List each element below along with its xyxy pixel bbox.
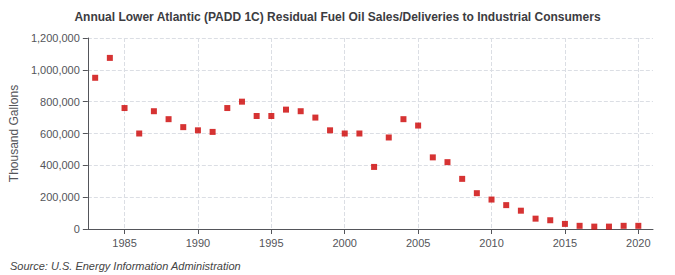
svg-text:1,000,000: 1,000,000 <box>31 64 80 76</box>
svg-text:2015: 2015 <box>553 237 577 249</box>
svg-text:1995: 1995 <box>259 237 283 249</box>
svg-text:2000: 2000 <box>332 237 356 249</box>
svg-text:0: 0 <box>74 223 80 235</box>
svg-text:1,200,000: 1,200,000 <box>31 32 80 44</box>
svg-text:1985: 1985 <box>112 237 136 249</box>
svg-text:Source: U.S. Energy Informatio: Source: U.S. Energy Information Administ… <box>10 260 241 272</box>
svg-text:Thousand Gallons: Thousand Gallons <box>7 85 21 182</box>
svg-text:2020: 2020 <box>626 237 650 249</box>
svg-text:2005: 2005 <box>406 237 430 249</box>
svg-text:2010: 2010 <box>479 237 503 249</box>
svg-text:400,000: 400,000 <box>40 159 80 171</box>
svg-text:200,000: 200,000 <box>40 191 80 203</box>
svg-text:1990: 1990 <box>186 237 210 249</box>
svg-text:600,000: 600,000 <box>40 128 80 140</box>
svg-text:Annual Lower Atlantic (PADD 1C: Annual Lower Atlantic (PADD 1C) Residual… <box>74 10 600 24</box>
svg-text:800,000: 800,000 <box>40 96 80 108</box>
